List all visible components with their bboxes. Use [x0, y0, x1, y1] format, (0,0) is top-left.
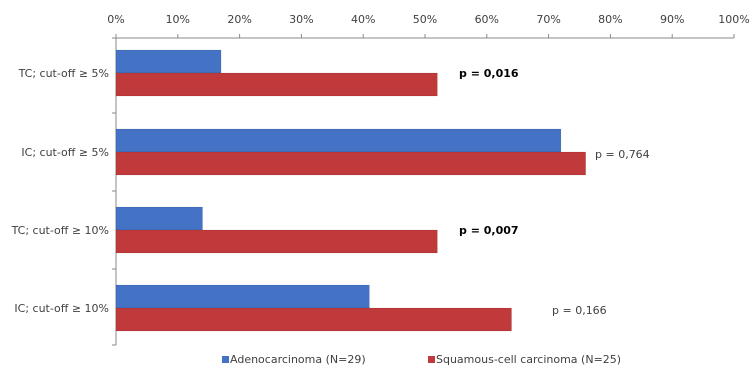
bar-series-2-cat-2 — [115, 151, 586, 176]
bar-series-2-cat-3 — [115, 229, 438, 254]
x-tick-label: 20% — [227, 13, 251, 26]
p-value-label: p = 0,166 — [552, 304, 607, 317]
bars — [115, 49, 586, 332]
legend-swatch — [428, 356, 435, 363]
x-tick-label: 100% — [718, 13, 749, 26]
x-tick-label: 80% — [598, 13, 622, 26]
legend: Adenocarcinoma (N=29) Squamous-cell carci… — [222, 353, 621, 366]
p-value-label: p = 0,016 — [459, 67, 519, 80]
p-value-label: p = 0,007 — [459, 224, 519, 237]
legend-swatch — [222, 356, 229, 363]
x-axis-ticks: 0% 10% 20% 30% 40% 50% 60% 70% 80% 90% 100% — [107, 13, 750, 38]
bar-series-1-cat-3 — [115, 206, 203, 231]
legend-label: Adenocarcinoma (N=29) — [230, 353, 366, 366]
x-tick-label: 90% — [660, 13, 684, 26]
bar-series-1-cat-2 — [115, 128, 562, 153]
category-label: TC; cut-off ≥ 5% — [18, 67, 109, 80]
legend-label: Squamous-cell carcinoma (N=25) — [436, 353, 621, 366]
x-tick-label: 50% — [413, 13, 437, 26]
p-value-annotations: p = 0,016 p = 0,764 p = 0,007 p = 0,166 — [459, 67, 650, 317]
category-label: IC; cut-off ≥ 10% — [14, 302, 109, 315]
x-tick-label: 10% — [166, 13, 190, 26]
category-labels: TC; cut-off ≥ 5% IC; cut-off ≥ 5% TC; cut-… — [11, 67, 109, 315]
category-label: IC; cut-off ≥ 5% — [21, 146, 109, 159]
p-value-label: p = 0,764 — [595, 148, 650, 161]
bar-series-1-cat-4 — [115, 284, 370, 309]
bar-series-1-cat-1 — [115, 49, 222, 74]
category-label: TC; cut-off ≥ 10% — [11, 224, 109, 237]
bar-series-2-cat-4 — [115, 307, 512, 332]
x-tick-label: 0% — [107, 13, 124, 26]
bar-series-2-cat-1 — [115, 72, 438, 97]
x-tick-label: 70% — [536, 13, 560, 26]
x-tick-label: 60% — [475, 13, 499, 26]
x-tick-label: 40% — [351, 13, 375, 26]
x-tick-label: 30% — [289, 13, 313, 26]
